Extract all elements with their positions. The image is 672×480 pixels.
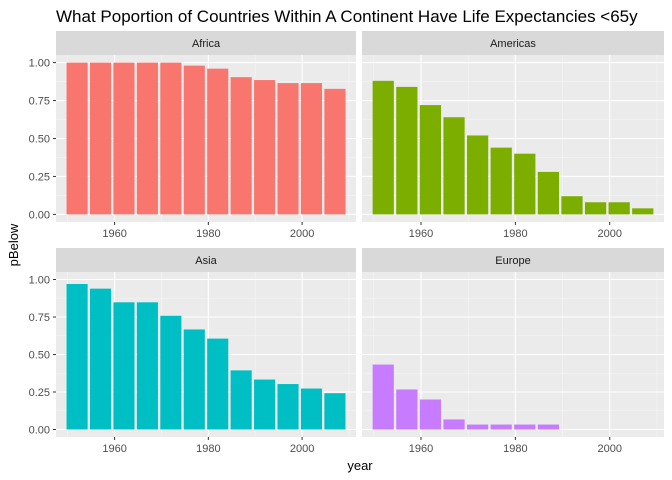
bar-1992 xyxy=(254,379,276,430)
y-tick-label: 1.00 xyxy=(29,275,50,287)
facet-strip-label: Africa xyxy=(192,38,221,50)
y-tick-label: 0.00 xyxy=(29,209,50,221)
bar-1957 xyxy=(396,389,418,430)
bar-1967 xyxy=(443,419,465,430)
bar-1987 xyxy=(230,370,252,430)
x-tick-label: 2000 xyxy=(290,228,314,240)
bar-1977 xyxy=(183,65,205,215)
bar-1962 xyxy=(113,62,135,215)
bar-1982 xyxy=(207,338,229,430)
bar-1997 xyxy=(584,202,607,215)
bar-1952 xyxy=(66,62,88,215)
panel-europe: Europe 1960 1980 2000 xyxy=(362,248,664,455)
bar-2007 xyxy=(632,208,654,215)
bar-1987 xyxy=(537,171,560,215)
bar-1992 xyxy=(254,80,276,215)
y-tick-label: 0.75 xyxy=(29,312,50,324)
bar-1952 xyxy=(372,364,394,430)
bar-1972 xyxy=(466,424,489,430)
chart-title: What Poportion of Countries Within A Con… xyxy=(56,7,638,26)
bar-1977 xyxy=(490,147,512,215)
y-tick-label: 0.75 xyxy=(29,96,50,108)
x-tick-label: 1960 xyxy=(102,228,126,240)
bar-1972 xyxy=(160,62,182,215)
bar-1982 xyxy=(514,424,536,430)
bar-2002 xyxy=(300,83,323,215)
x-tick-label: 1960 xyxy=(102,443,126,455)
x-tick-label: 1980 xyxy=(503,228,527,240)
x-axis-title: year xyxy=(347,458,373,473)
y-tick-label: 0.25 xyxy=(29,387,50,399)
y-tick-label: 0.00 xyxy=(29,425,50,437)
bar-1952 xyxy=(372,80,394,215)
bar-1967 xyxy=(136,302,158,430)
bar-1962 xyxy=(419,399,442,430)
bar-1997 xyxy=(277,83,299,215)
bar-2002 xyxy=(608,202,630,215)
y-tick-label: 0.50 xyxy=(29,350,50,362)
facet-strip xyxy=(362,248,664,272)
x-tick-label: 1980 xyxy=(196,443,220,455)
bar-1982 xyxy=(514,153,536,215)
facet-strip xyxy=(56,31,356,55)
x-tick-label: 2000 xyxy=(290,443,314,455)
bar-1952 xyxy=(66,284,88,430)
x-tick-label: 1960 xyxy=(409,228,433,240)
bar-1977 xyxy=(490,424,512,430)
bar-1972 xyxy=(160,315,182,430)
bar-1962 xyxy=(419,105,442,215)
bar-1987 xyxy=(537,424,560,430)
bar-1977 xyxy=(183,329,205,430)
bar-2002 xyxy=(300,388,323,430)
x-tick-label: 1980 xyxy=(196,228,220,240)
facet-strip-label: Asia xyxy=(195,255,217,267)
bar-1967 xyxy=(443,117,465,215)
panel-americas: Americas 1960 1980 2000 xyxy=(362,31,664,240)
x-tick-label: 1980 xyxy=(503,443,527,455)
bar-1992 xyxy=(561,196,583,215)
bar-1957 xyxy=(89,62,112,215)
bar-1987 xyxy=(230,77,252,215)
x-tick-label: 2000 xyxy=(597,228,621,240)
bar-1997 xyxy=(277,384,299,430)
facet-strip-label: Americas xyxy=(490,38,536,50)
facet-strip xyxy=(56,248,356,272)
x-tick-label: 1960 xyxy=(409,443,433,455)
y-axis-title: pBelow xyxy=(6,223,21,266)
bar-1962 xyxy=(113,302,135,430)
y-tick-label: 0.50 xyxy=(29,134,50,146)
panel-asia: Asia 0.00 0.25 0.50 0.75 1.00 1960 1980 2000 xyxy=(29,248,356,455)
bar-2007 xyxy=(324,88,346,215)
y-tick-label: 1.00 xyxy=(29,58,50,70)
bar-2007 xyxy=(324,393,346,430)
bar-1982 xyxy=(207,68,229,215)
panel-africa: Africa 0.00 0.25 0.50 0.75 1.00 1960 1980 2000 xyxy=(29,31,356,240)
facet-strip-label: Europe xyxy=(495,255,530,267)
facet-strip xyxy=(362,31,664,55)
bar-1972 xyxy=(466,135,489,215)
x-tick-label: 2000 xyxy=(597,443,621,455)
bar-1957 xyxy=(396,86,418,215)
y-tick-label: 0.25 xyxy=(29,171,50,183)
bar-1957 xyxy=(89,288,112,430)
bar-1967 xyxy=(136,62,158,215)
